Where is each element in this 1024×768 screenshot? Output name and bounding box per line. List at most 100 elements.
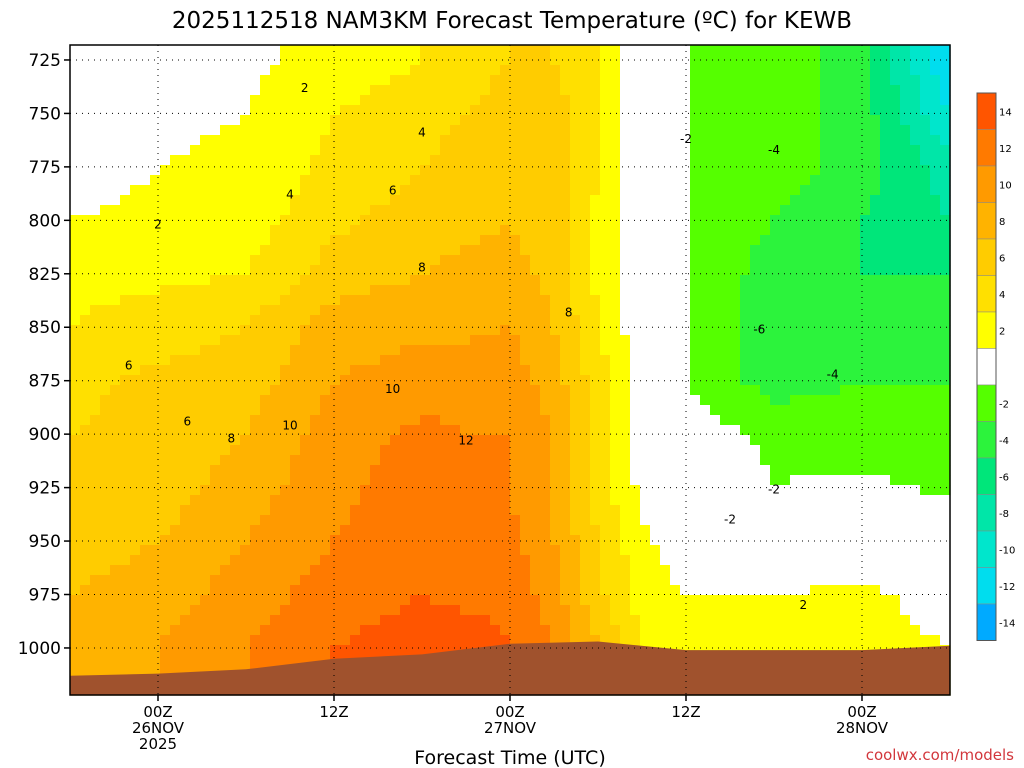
field-cell bbox=[550, 165, 561, 176]
field-cell bbox=[820, 135, 831, 146]
field-cell bbox=[610, 445, 621, 456]
field-cell bbox=[280, 365, 291, 376]
field-cell bbox=[170, 595, 181, 606]
field-cell bbox=[430, 385, 441, 396]
field-cell bbox=[670, 75, 681, 86]
field-cell bbox=[320, 445, 331, 456]
field-cell bbox=[340, 495, 351, 506]
field-cell bbox=[770, 535, 781, 546]
field-cell bbox=[230, 385, 241, 396]
field-cell bbox=[160, 495, 171, 506]
field-cell bbox=[770, 225, 781, 236]
field-cell bbox=[110, 425, 121, 436]
field-cell bbox=[230, 335, 241, 346]
field-cell bbox=[920, 335, 931, 346]
field-cell bbox=[920, 545, 931, 556]
field-cell bbox=[340, 505, 351, 516]
field-cell bbox=[910, 515, 921, 526]
field-cell bbox=[410, 315, 421, 326]
field-cell bbox=[530, 325, 541, 336]
field-cell bbox=[220, 75, 231, 86]
field-cell bbox=[570, 595, 581, 606]
field-cell bbox=[190, 115, 201, 126]
field-cell bbox=[280, 415, 291, 426]
field-cell bbox=[680, 165, 691, 176]
field-cell bbox=[190, 125, 201, 136]
field-cell bbox=[430, 175, 441, 186]
field-cell bbox=[840, 545, 851, 556]
field-cell bbox=[370, 605, 381, 616]
field-cell bbox=[220, 565, 231, 576]
field-cell bbox=[630, 385, 641, 396]
field-cell bbox=[340, 535, 351, 546]
field-cell bbox=[830, 525, 841, 536]
field-cell bbox=[850, 455, 861, 466]
field-cell bbox=[300, 65, 311, 76]
field-cell bbox=[80, 45, 91, 56]
field-cell bbox=[740, 65, 751, 76]
field-cell bbox=[930, 415, 941, 426]
field-cell bbox=[440, 535, 451, 546]
field-cell bbox=[930, 115, 941, 126]
field-cell bbox=[400, 605, 411, 616]
field-cell bbox=[650, 595, 661, 606]
field-cell bbox=[510, 395, 521, 406]
field-cell bbox=[80, 195, 91, 206]
field-cell bbox=[590, 395, 601, 406]
field-cell bbox=[580, 195, 591, 206]
field-cell bbox=[300, 135, 311, 146]
field-cell bbox=[460, 255, 471, 266]
field-cell bbox=[320, 215, 331, 226]
field-cell bbox=[760, 465, 771, 476]
field-cell bbox=[790, 295, 801, 306]
field-cell bbox=[910, 485, 921, 496]
field-cell bbox=[190, 575, 201, 586]
field-cell bbox=[580, 295, 591, 306]
field-cell bbox=[840, 255, 851, 266]
field-cell bbox=[850, 255, 861, 266]
field-cell bbox=[90, 165, 101, 176]
field-cell bbox=[340, 255, 351, 266]
field-cell bbox=[190, 485, 201, 496]
field-cell bbox=[70, 245, 81, 256]
field-cell bbox=[680, 145, 691, 156]
field-cell bbox=[760, 505, 771, 516]
field-cell bbox=[450, 355, 461, 366]
field-cell bbox=[310, 345, 321, 356]
field-cell bbox=[160, 185, 171, 196]
field-cell bbox=[930, 575, 941, 586]
field-cell bbox=[430, 185, 441, 196]
field-cell bbox=[70, 155, 81, 166]
field-cell bbox=[710, 565, 721, 576]
field-cell bbox=[290, 535, 301, 546]
field-cell bbox=[460, 555, 471, 566]
field-cell bbox=[290, 225, 301, 236]
field-cell bbox=[70, 385, 81, 396]
field-cell bbox=[570, 435, 581, 446]
field-cell bbox=[490, 225, 501, 236]
field-cell bbox=[740, 365, 751, 376]
field-cell bbox=[710, 95, 721, 106]
field-cell bbox=[710, 575, 721, 586]
field-cell bbox=[80, 275, 91, 286]
field-cell bbox=[750, 325, 761, 336]
field-cell bbox=[750, 595, 761, 606]
field-cell bbox=[680, 245, 691, 256]
field-cell bbox=[430, 355, 441, 366]
field-cell bbox=[830, 285, 841, 296]
field-cell bbox=[840, 445, 851, 456]
field-cell bbox=[760, 445, 771, 456]
field-cell bbox=[850, 405, 861, 416]
field-cell bbox=[430, 165, 441, 176]
field-cell bbox=[390, 185, 401, 196]
field-cell bbox=[430, 265, 441, 276]
field-cell bbox=[290, 75, 301, 86]
field-cell bbox=[750, 405, 761, 416]
field-cell bbox=[660, 425, 671, 436]
field-cell bbox=[480, 515, 491, 526]
field-cell bbox=[490, 445, 501, 456]
field-cell bbox=[350, 215, 361, 226]
field-cell bbox=[360, 535, 371, 546]
field-cell bbox=[840, 105, 851, 116]
field-cell bbox=[620, 255, 631, 266]
